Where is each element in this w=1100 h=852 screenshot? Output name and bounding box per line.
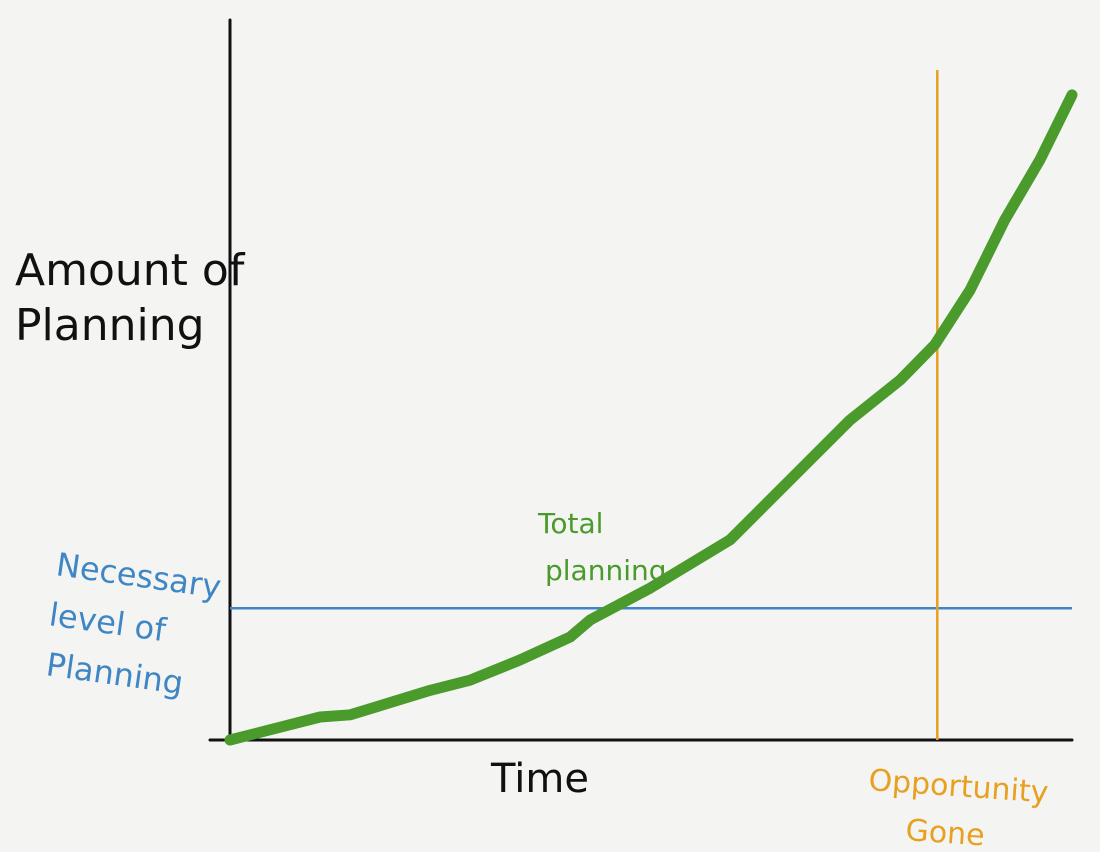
x-axis-label: Time bbox=[490, 756, 589, 802]
annotation: Opportunity bbox=[867, 763, 1049, 810]
annotation: level of bbox=[47, 595, 169, 649]
y-axis-label: Planning bbox=[15, 300, 205, 351]
curve bbox=[224, 89, 1078, 746]
series-label: planning bbox=[545, 554, 667, 587]
annotation: Necessary bbox=[54, 545, 224, 606]
y-axis-label: Amount of bbox=[15, 245, 246, 296]
annotation: Gone bbox=[904, 813, 985, 852]
series-label: Total bbox=[537, 507, 603, 540]
annotation: Planning bbox=[44, 645, 186, 702]
